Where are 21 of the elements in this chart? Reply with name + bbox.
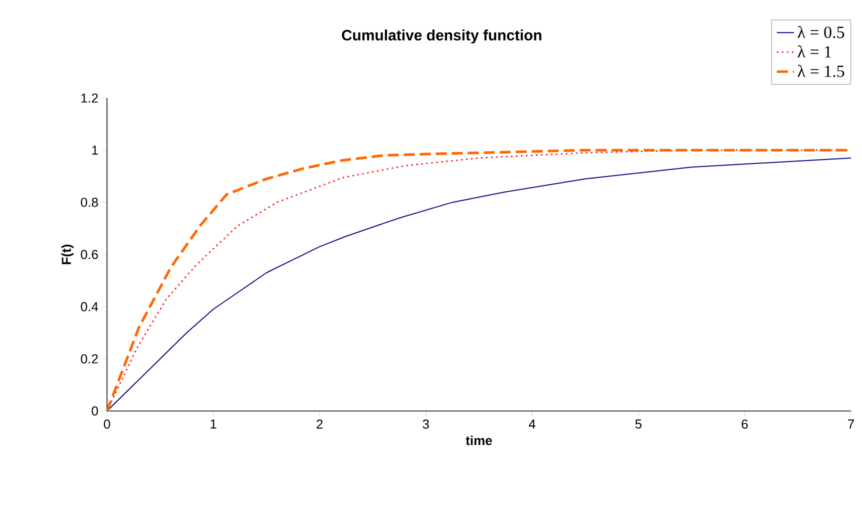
x-tick-label: 6 (742, 420, 748, 429)
y-tick-label: 0 (92, 406, 98, 416)
chart-title: Cumulative density function (342, 29, 542, 44)
y-tick-label: 1 (92, 146, 98, 155)
y-axis-title: F(t) (61, 244, 74, 264)
legend-label: λ = 1 (798, 45, 832, 58)
x-tick-label: 3 (422, 420, 429, 429)
x-tick-label: 2 (316, 420, 323, 429)
x-tick-label: 4 (528, 420, 536, 428)
x-axis-title: time (466, 436, 492, 446)
x-tick-label: 1 (210, 420, 216, 428)
y-tick-label: 1.2 (81, 93, 98, 103)
legend-label: λ = 1.5 (798, 64, 844, 78)
y-tick-label: 0.4 (80, 302, 98, 312)
x-tick-label: 0 (104, 420, 110, 429)
y-tick-label: 0.2 (80, 354, 98, 364)
x-tick-label: 7 (848, 420, 854, 428)
y-tick-label: 0.6 (80, 250, 98, 260)
y-tick-label: 0.8 (80, 198, 98, 207)
legend-label: λ = 0.5 (798, 26, 844, 38)
x-tick-label: 5 (635, 420, 642, 429)
